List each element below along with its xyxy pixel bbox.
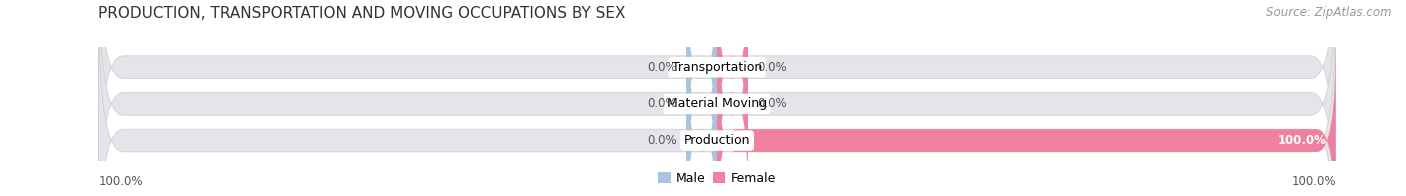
- Text: Material Moving: Material Moving: [666, 97, 768, 110]
- Text: 0.0%: 0.0%: [647, 134, 676, 147]
- FancyBboxPatch shape: [98, 0, 1336, 196]
- Text: 0.0%: 0.0%: [647, 97, 676, 110]
- Text: Source: ZipAtlas.com: Source: ZipAtlas.com: [1267, 6, 1392, 19]
- Text: 100.0%: 100.0%: [1278, 134, 1326, 147]
- Text: 100.0%: 100.0%: [1291, 175, 1336, 188]
- FancyBboxPatch shape: [717, 42, 1336, 196]
- Text: Transportation: Transportation: [672, 61, 762, 74]
- Text: 100.0%: 100.0%: [98, 175, 143, 188]
- FancyBboxPatch shape: [686, 42, 717, 196]
- FancyBboxPatch shape: [98, 5, 1336, 196]
- FancyBboxPatch shape: [686, 0, 717, 166]
- Text: PRODUCTION, TRANSPORTATION AND MOVING OCCUPATIONS BY SEX: PRODUCTION, TRANSPORTATION AND MOVING OC…: [98, 6, 626, 21]
- Text: 0.0%: 0.0%: [758, 61, 787, 74]
- Text: 0.0%: 0.0%: [647, 61, 676, 74]
- FancyBboxPatch shape: [686, 5, 717, 196]
- FancyBboxPatch shape: [717, 5, 748, 196]
- FancyBboxPatch shape: [717, 0, 748, 166]
- Text: 0.0%: 0.0%: [758, 97, 787, 110]
- FancyBboxPatch shape: [98, 0, 1336, 196]
- Text: Production: Production: [683, 134, 751, 147]
- Legend: Male, Female: Male, Female: [654, 167, 780, 190]
